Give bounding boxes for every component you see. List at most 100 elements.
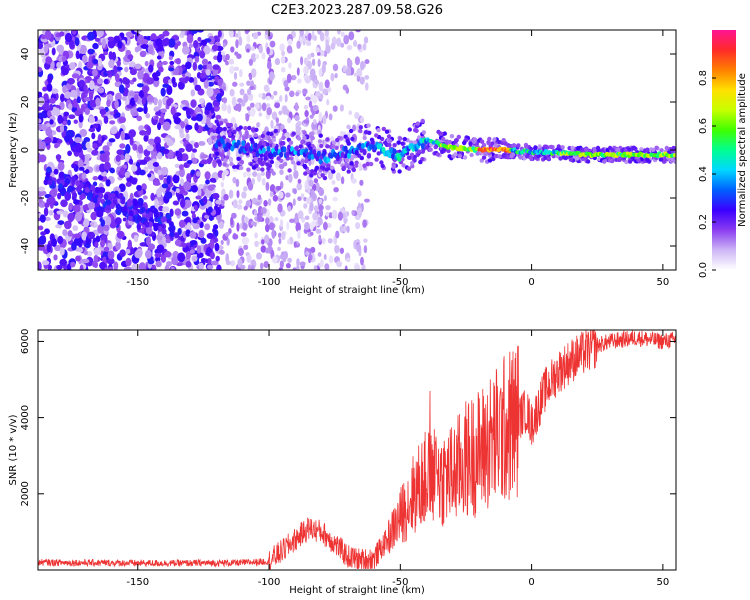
spectrogram-cell [97,87,105,94]
spectrogram-cell [525,154,530,159]
spectrogram-cell [153,97,158,106]
spectrogram-cell [352,124,357,132]
spectrogram-cell [64,91,72,99]
spectrogram-cell [336,30,341,35]
spectrogram-cell [220,138,225,145]
spectrogram-cell [304,76,311,84]
spectrogram-cell [227,132,232,137]
spectrogram-cell [197,187,202,198]
spectrogram-cell [271,137,276,143]
spectrogram-cell [62,84,67,94]
spectrogram-cell [130,165,138,172]
spectrogram-cell [79,264,84,270]
spectrogram-cell [185,260,192,268]
spectrogram-cell [243,171,247,178]
spectrogram-cell [196,252,204,259]
spectrogram-cell [329,165,335,170]
spectrogram-cell [171,76,176,85]
spectrogram-cell [289,156,294,161]
spectrogram-cell [253,133,258,138]
spectrogram-cell [303,65,309,75]
spectrogram-cell [168,55,173,61]
spectrogram-cell [168,67,175,72]
spectrogram-cell [210,95,217,101]
spectrogram-cell [140,39,149,45]
spectrogram-cell [124,78,130,85]
spectrogram-cell [114,92,122,102]
spectrogram-cell [118,84,125,94]
spectrogram-cell [528,154,533,160]
spectrogram-cell [185,133,190,141]
spectrogram-cell [297,210,304,220]
spectrogram-cell [131,177,138,185]
spectrogram-cell [229,161,234,167]
spectrogram-cell [122,206,128,212]
spectrogram-cell [180,30,185,36]
spectrogram-cell [346,124,351,130]
spectrogram-cell [211,135,216,140]
spectrogram-cell [179,167,185,178]
y-tick-label: 4000 [20,405,31,430]
spectrogram-cell [225,260,231,266]
spectrogram-cell [269,168,274,173]
spectrogram-cell [229,65,235,75]
spectrogram-cell [194,84,202,92]
spectrogram-cell [46,83,53,92]
spectrogram-cell [92,175,99,181]
spectrogram-cell [161,228,167,235]
spectrogram-cell [615,147,621,153]
spectrogram-cell [340,152,345,158]
colorbar-tick-label: 0.2 [698,214,709,230]
spectrogram-cell [62,120,68,126]
spectrogram-cell [636,158,641,163]
spectrogram-cell [86,256,94,267]
spectrogram-cell [207,184,215,191]
spectrogram-cell [324,30,329,37]
spectrogram-cell [396,140,401,145]
spectrogram-cell [243,205,248,211]
spectrogram-cell [160,108,167,114]
spectrogram-cell [359,76,365,85]
spectrogram-cell [236,222,240,232]
spectrogram-cell [583,147,589,153]
spectrogram-cell [174,66,179,76]
spectrogram-cell [315,90,321,97]
colorbar-tick-label: 0.6 [698,118,709,134]
spectrogram-cell [57,220,65,225]
spectrogram-cell [219,132,225,137]
x-tick-label: 0 [528,577,534,588]
spectrogram-cell [243,244,249,251]
spectrogram-cell [278,110,283,116]
spectrogram-cell [260,162,265,167]
spectrogram-cell [196,245,202,254]
spectrogram-cell [320,259,324,268]
spectrogram-cell [333,159,338,165]
spectrogram-cell [177,228,182,235]
spectrogram-cell [144,60,149,67]
spectrogram-cell [192,217,198,224]
spectrogram-cell [325,204,331,211]
spectrogram-cell [92,143,98,149]
spectrogram-cell [66,119,71,126]
spectrogram-cell [266,46,270,55]
spectrogram-cell [256,122,260,128]
spectrogram-cell [335,230,340,239]
spectrogram-cell [95,97,101,107]
snr-x-label: Height of straight line (km) [289,585,425,596]
spectrogram-cell [183,218,191,223]
spectrogram-cell [78,182,84,189]
spectrogram-cell [355,30,361,33]
spectrogram-cell [141,183,147,191]
spectrogram-cell [84,187,90,193]
x-tick-label: -50 [392,277,408,288]
spectrogram-cell [189,240,198,245]
spectrogram-cell [73,204,81,214]
spectrogram-cell [261,52,266,60]
spectrogram-cell [240,232,247,237]
spectrogram-cell [174,124,182,130]
spectrogram-cell [103,224,110,232]
spectrogram-cell [76,96,81,104]
spectrogram-cell [256,215,263,222]
spectrogram-cell [442,131,447,136]
spectrogram-cell [96,64,103,71]
